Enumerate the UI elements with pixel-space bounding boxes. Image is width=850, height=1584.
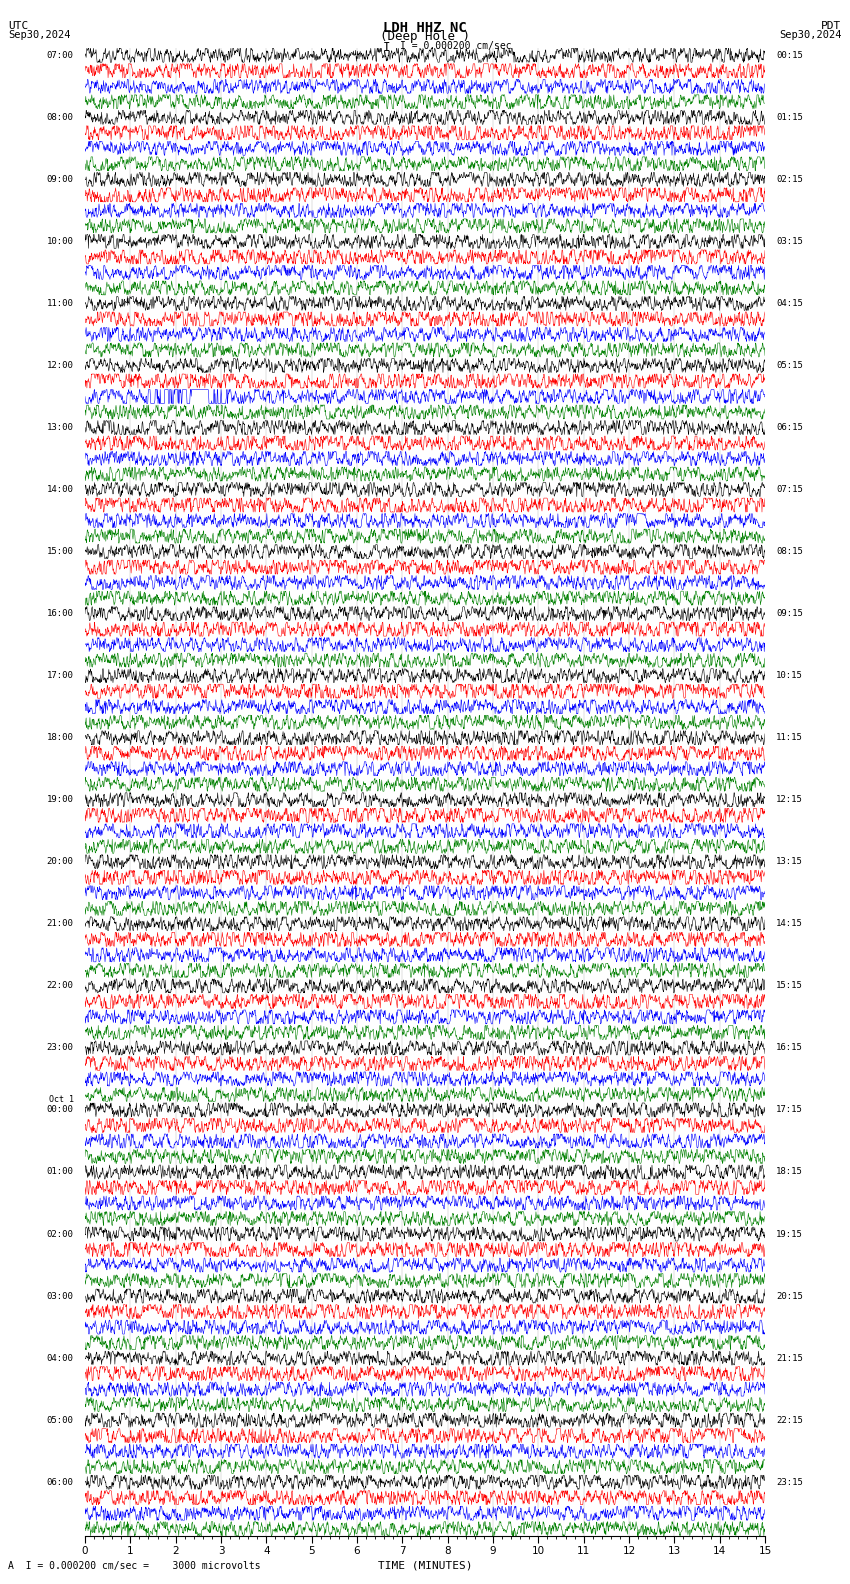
Text: I = 0.000200 cm/sec: I = 0.000200 cm/sec <box>400 41 511 51</box>
Text: 05:15: 05:15 <box>776 361 803 371</box>
Text: 20:15: 20:15 <box>776 1291 803 1300</box>
Text: 17:15: 17:15 <box>776 1106 803 1115</box>
Text: 15:00: 15:00 <box>47 546 74 556</box>
Text: 15:15: 15:15 <box>776 982 803 990</box>
Text: 04:00: 04:00 <box>47 1354 74 1362</box>
Text: 01:00: 01:00 <box>47 1167 74 1177</box>
Text: Sep30,2024: Sep30,2024 <box>8 30 71 40</box>
Text: 22:15: 22:15 <box>776 1416 803 1424</box>
Text: 12:00: 12:00 <box>47 361 74 371</box>
Text: PDT: PDT <box>821 21 842 30</box>
Text: 21:00: 21:00 <box>47 919 74 928</box>
Text: 13:00: 13:00 <box>47 423 74 432</box>
Text: 02:15: 02:15 <box>776 174 803 184</box>
Text: 12:15: 12:15 <box>776 795 803 805</box>
Text: 14:00: 14:00 <box>47 485 74 494</box>
Text: 01:15: 01:15 <box>776 112 803 122</box>
Text: 13:15: 13:15 <box>776 857 803 866</box>
Text: 14:15: 14:15 <box>776 919 803 928</box>
Text: 07:00: 07:00 <box>47 51 74 60</box>
Text: 18:15: 18:15 <box>776 1167 803 1177</box>
Text: 08:00: 08:00 <box>47 112 74 122</box>
Text: 23:15: 23:15 <box>776 1478 803 1487</box>
Text: LDH HHZ NC: LDH HHZ NC <box>383 21 467 35</box>
Text: 08:15: 08:15 <box>776 546 803 556</box>
Text: 17:00: 17:00 <box>47 672 74 680</box>
Text: A  I = 0.000200 cm/sec =    3000 microvolts: A I = 0.000200 cm/sec = 3000 microvolts <box>8 1562 261 1571</box>
Text: 06:00: 06:00 <box>47 1478 74 1487</box>
Text: 21:15: 21:15 <box>776 1354 803 1362</box>
Text: 04:15: 04:15 <box>776 299 803 307</box>
Text: 16:15: 16:15 <box>776 1044 803 1052</box>
Text: 09:00: 09:00 <box>47 174 74 184</box>
Text: 19:00: 19:00 <box>47 795 74 805</box>
Text: (Deep Hole ): (Deep Hole ) <box>380 30 470 43</box>
Text: 09:15: 09:15 <box>776 610 803 618</box>
Text: 03:00: 03:00 <box>47 1291 74 1300</box>
Text: 10:00: 10:00 <box>47 238 74 246</box>
Text: 19:15: 19:15 <box>776 1229 803 1239</box>
Text: 20:00: 20:00 <box>47 857 74 866</box>
Text: Oct 1: Oct 1 <box>48 1095 74 1104</box>
Text: 10:15: 10:15 <box>776 672 803 680</box>
Text: 02:00: 02:00 <box>47 1229 74 1239</box>
Text: 07:15: 07:15 <box>776 485 803 494</box>
Text: 00:15: 00:15 <box>776 51 803 60</box>
Text: 03:15: 03:15 <box>776 238 803 246</box>
Text: Sep30,2024: Sep30,2024 <box>779 30 842 40</box>
Text: 23:00: 23:00 <box>47 1044 74 1052</box>
X-axis label: TIME (MINUTES): TIME (MINUTES) <box>377 1560 473 1570</box>
Text: 22:00: 22:00 <box>47 982 74 990</box>
Text: 11:00: 11:00 <box>47 299 74 307</box>
Text: 05:00: 05:00 <box>47 1416 74 1424</box>
Text: I: I <box>383 41 390 54</box>
Text: 06:15: 06:15 <box>776 423 803 432</box>
Text: 16:00: 16:00 <box>47 610 74 618</box>
Text: 11:15: 11:15 <box>776 733 803 743</box>
Text: UTC: UTC <box>8 21 29 30</box>
Text: 18:00: 18:00 <box>47 733 74 743</box>
Text: 00:00: 00:00 <box>47 1106 74 1115</box>
